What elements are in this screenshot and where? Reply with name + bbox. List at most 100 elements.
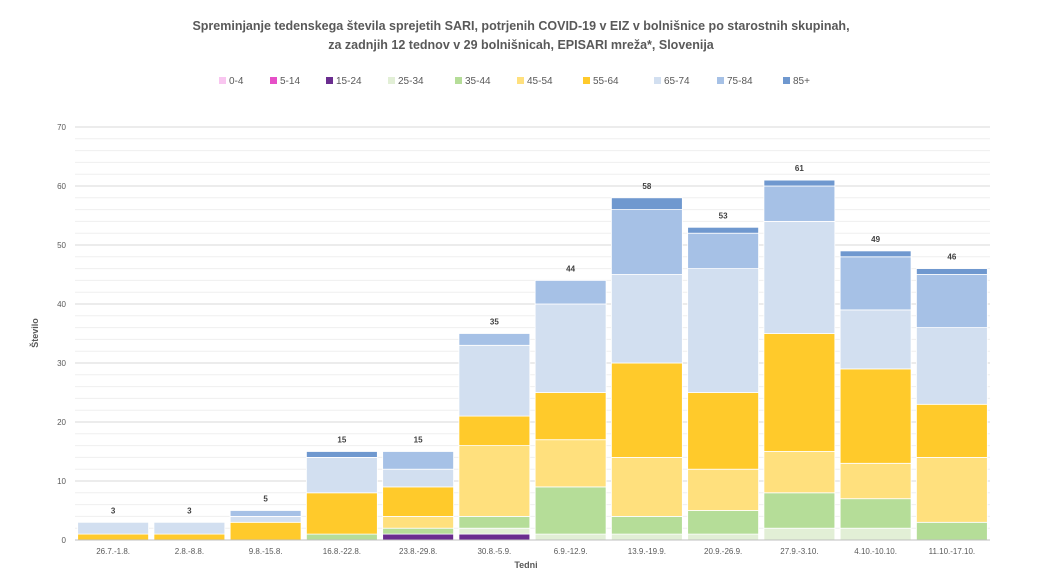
x-tick-label: 13.9.-19.9. bbox=[628, 547, 666, 556]
bar-segment-65-74 bbox=[459, 345, 530, 416]
bar-total-label: 58 bbox=[642, 182, 651, 191]
bar-segment-75-84 bbox=[840, 257, 911, 310]
bar-segment-15-24 bbox=[459, 534, 530, 540]
legend-swatch bbox=[326, 77, 333, 84]
bar-total-label: 46 bbox=[947, 253, 956, 262]
legend-label: 65-74 bbox=[664, 76, 690, 87]
bar-segment-45-54 bbox=[764, 452, 835, 493]
bar-segment-25-34 bbox=[611, 534, 682, 540]
bar-segment-45-54 bbox=[688, 469, 759, 510]
bar-segment-75-84 bbox=[611, 210, 682, 275]
bar-segment-75-84 bbox=[383, 452, 454, 470]
legend-label: 75-84 bbox=[727, 76, 753, 87]
x-axis-label: Tedni bbox=[514, 560, 537, 570]
legend-swatch bbox=[219, 77, 226, 84]
chart-title-line-2: za zadnjih 12 tednov v 29 bolnišnicah, E… bbox=[328, 38, 715, 52]
legend-item-85+: 85+ bbox=[783, 76, 810, 87]
bar-segment-65-74 bbox=[383, 469, 454, 487]
x-tick-label: 27.9.-3.10. bbox=[780, 547, 818, 556]
bar-segment-85+ bbox=[611, 198, 682, 210]
bar-total-label: 15 bbox=[414, 436, 423, 445]
bar-segment-35-44 bbox=[459, 516, 530, 528]
bar-segment-55-64 bbox=[306, 493, 377, 534]
legend-swatch bbox=[517, 77, 524, 84]
bar-segment-45-54 bbox=[535, 440, 606, 487]
legend: 0-4 5-14 15-24 25-34 35-44 45-54 55-64 65-74 75-… bbox=[219, 76, 810, 87]
bar-segment-25-34 bbox=[688, 534, 759, 540]
x-tick-label: 26.7.-1.8. bbox=[96, 547, 130, 556]
x-axis-ticks: 26.7.-1.8. 2.8.-8.8. 9.8.-15.8. 16.8.-22.8.… bbox=[96, 547, 975, 556]
bar-segment-45-54 bbox=[916, 457, 987, 522]
y-tick-label: 70 bbox=[57, 123, 66, 132]
legend-item-55-64: 55-64 bbox=[583, 76, 619, 87]
y-axis-ticks: 0 10 20 30 40 50 60 70 bbox=[57, 123, 66, 545]
y-tick-label: 10 bbox=[57, 477, 66, 486]
legend-item-65-74: 65-74 bbox=[654, 76, 690, 87]
y-tick-label: 0 bbox=[62, 536, 67, 545]
bar-total-label: 49 bbox=[871, 235, 880, 244]
bar-segment-55-64 bbox=[688, 393, 759, 470]
bar-segment-25-34 bbox=[764, 528, 835, 540]
y-tick-label: 30 bbox=[57, 359, 66, 368]
legend-label: 45-54 bbox=[527, 76, 553, 87]
bar-segment-35-44 bbox=[535, 487, 606, 534]
y-axis-label: Število bbox=[29, 318, 40, 348]
x-tick-label: 2.8.-8.8. bbox=[175, 547, 204, 556]
bar-segment-75-84 bbox=[688, 233, 759, 268]
bar-segment-75-84 bbox=[916, 275, 987, 328]
legend-swatch bbox=[583, 77, 590, 84]
bar-segment-15-24 bbox=[383, 534, 454, 540]
bar-segment-35-44 bbox=[306, 534, 377, 540]
legend-label: 5-14 bbox=[280, 76, 300, 87]
bar-segment-65-74 bbox=[535, 304, 606, 393]
legend-label: 15-24 bbox=[336, 76, 362, 87]
bar-segment-55-64 bbox=[383, 487, 454, 517]
x-tick-label: 9.8.-15.8. bbox=[249, 547, 283, 556]
chart-title-line-1: Spreminjanje tedenskega števila sprejeti… bbox=[192, 19, 849, 33]
bar-segment-75-84 bbox=[230, 511, 301, 517]
bar-segment-65-74 bbox=[764, 221, 835, 333]
x-tick-label: 16.8.-22.8. bbox=[323, 547, 361, 556]
legend-label: 25-34 bbox=[398, 76, 424, 87]
legend-swatch bbox=[270, 77, 277, 84]
bar-segment-45-54 bbox=[840, 463, 911, 498]
legend-item-15-24: 15-24 bbox=[326, 76, 362, 87]
bars bbox=[75, 180, 990, 540]
bar-segment-85+ bbox=[306, 452, 377, 458]
bar-segment-25-34 bbox=[535, 534, 606, 540]
bar-segment-85+ bbox=[916, 269, 987, 275]
y-tick-label: 50 bbox=[57, 241, 66, 250]
bar-segment-75-84 bbox=[764, 186, 835, 221]
bar-segment-35-44 bbox=[840, 499, 911, 529]
bar-segment-35-44 bbox=[383, 528, 454, 534]
bar-segment-55-64 bbox=[840, 369, 911, 463]
x-tick-label: 23.8.-29.8. bbox=[399, 547, 437, 556]
legend-item-75-84: 75-84 bbox=[717, 76, 753, 87]
bar-segment-45-54 bbox=[611, 457, 682, 516]
bar-segment-55-64 bbox=[154, 534, 225, 540]
bar-segment-55-64 bbox=[459, 416, 530, 446]
x-tick-label: 4.10.-10.10. bbox=[854, 547, 897, 556]
bar-segment-35-44 bbox=[764, 493, 835, 528]
bar-segment-75-84 bbox=[459, 334, 530, 346]
legend-label: 0-4 bbox=[229, 76, 244, 87]
bar-segment-25-34 bbox=[840, 528, 911, 540]
legend-swatch bbox=[717, 77, 724, 84]
bar-segment-45-54 bbox=[383, 516, 454, 528]
bar-total-label: 5 bbox=[263, 495, 268, 504]
bar-segment-35-44 bbox=[611, 516, 682, 534]
legend-item-25-34: 25-34 bbox=[388, 76, 424, 87]
legend-label: 35-44 bbox=[465, 76, 491, 87]
bar-total-label: 3 bbox=[111, 506, 116, 515]
bar-segment-55-64 bbox=[230, 522, 301, 540]
x-tick-label: 20.9.-26.9. bbox=[704, 547, 742, 556]
bar-segment-65-74 bbox=[840, 310, 911, 369]
bar-total-label: 53 bbox=[719, 211, 728, 220]
bar-segment-75-84 bbox=[535, 280, 606, 304]
bar-segment-65-74 bbox=[154, 522, 225, 534]
bar-segment-55-64 bbox=[535, 393, 606, 440]
legend-label: 85+ bbox=[793, 76, 810, 87]
bar-segment-65-74 bbox=[78, 522, 149, 534]
